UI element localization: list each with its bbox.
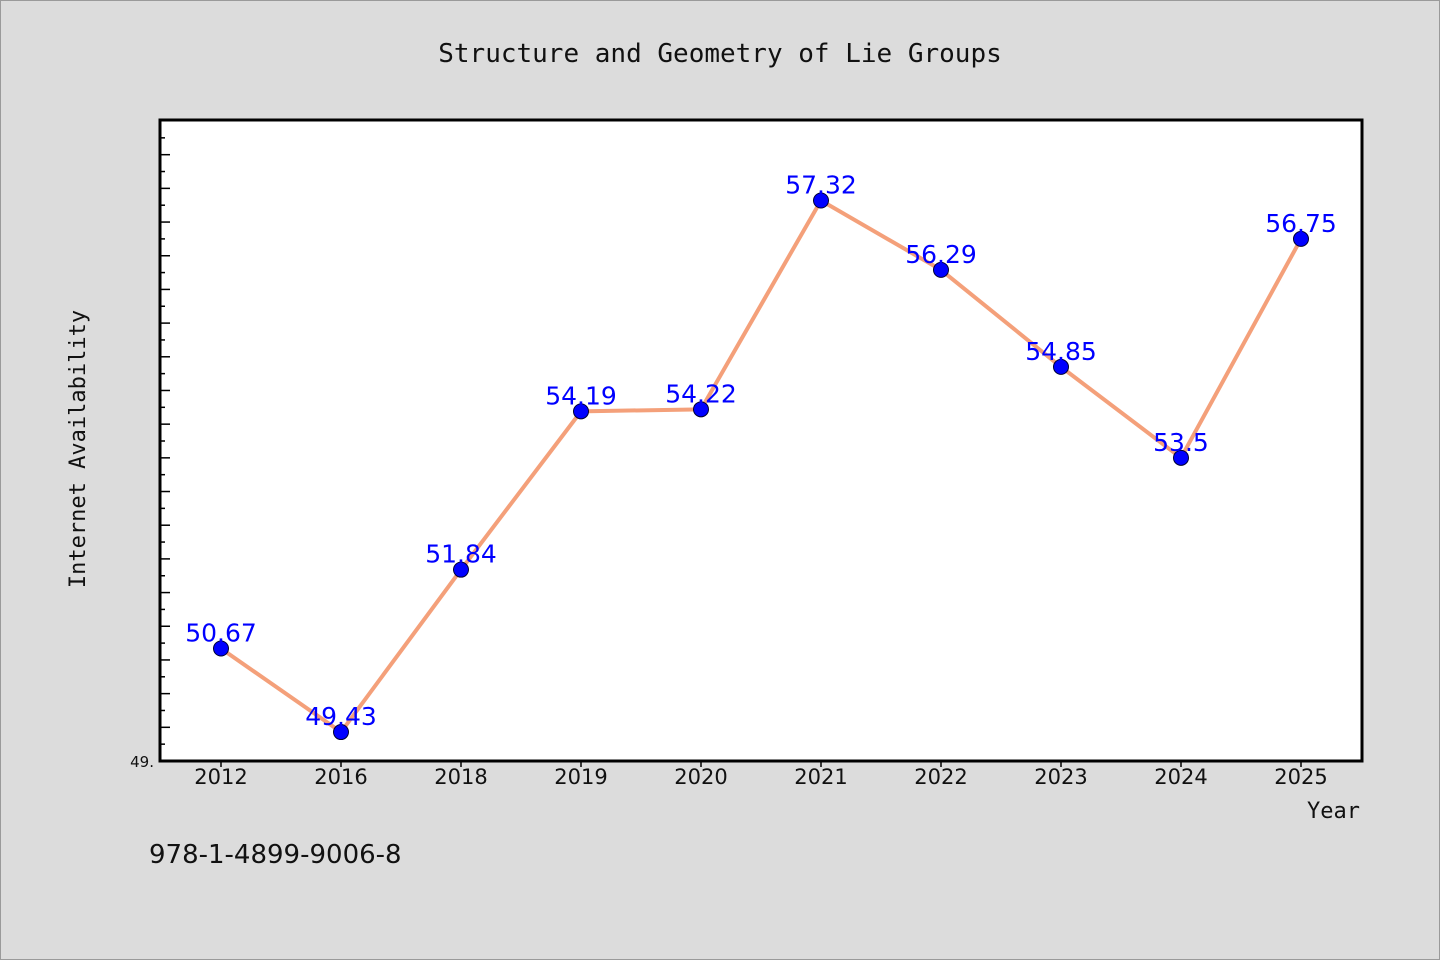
x-tick-label: 2025 <box>1274 765 1327 789</box>
plot-area <box>158 118 1364 763</box>
data-label: 53.5 <box>1153 428 1209 457</box>
x-tick-label: 2018 <box>434 765 487 789</box>
x-tick-label: 2024 <box>1154 765 1207 789</box>
data-label: 54.85 <box>1025 337 1097 366</box>
x-tick-label: 2019 <box>554 765 607 789</box>
data-point <box>1053 358 1069 375</box>
data-point <box>1173 449 1189 466</box>
x-axis-label: Year <box>1307 799 1360 824</box>
data-label: 51.84 <box>425 540 497 569</box>
data-point <box>213 640 229 657</box>
data-label: 57.32 <box>785 170 857 199</box>
x-axis-ticks: 2012 2016 2018 2019 2020 2021 2022 2023 2024 2025 <box>194 761 1328 789</box>
data-point <box>573 403 589 420</box>
y-tick-label: 49. <box>130 753 154 771</box>
data-label: 50.67 <box>185 618 257 647</box>
data-point <box>933 261 949 278</box>
y-axis-label: Internet Availability <box>66 310 91 588</box>
x-tick-label: 2023 <box>1034 765 1087 789</box>
data-label: 56.29 <box>905 240 977 269</box>
isbn-text: 978-1-4899-9006-8 <box>149 840 402 870</box>
x-tick-label: 2022 <box>914 765 967 789</box>
data-point <box>333 724 349 741</box>
data-label: 56.75 <box>1265 209 1337 238</box>
x-tick-label: 2012 <box>194 765 247 789</box>
data-point <box>693 401 709 418</box>
x-tick-label: 2020 <box>674 765 727 789</box>
series-line <box>219 198 1303 735</box>
data-point <box>1293 230 1309 247</box>
data-point <box>813 192 829 209</box>
chart-title: Structure and Geometry of Lie Groups <box>438 39 1002 69</box>
data-label: 54.19 <box>545 381 617 410</box>
series-layer: 50.67 49.43 51.84 54.19 54.22 57.32 56.29 54.85… <box>185 170 1337 741</box>
x-tick-label: 2021 <box>794 765 847 789</box>
x-tick-label: 2016 <box>314 765 367 789</box>
y-axis-ticks <box>160 137 170 745</box>
data-label: 54.22 <box>665 379 737 408</box>
data-point <box>453 561 469 578</box>
data-label: 49.43 <box>305 702 377 731</box>
